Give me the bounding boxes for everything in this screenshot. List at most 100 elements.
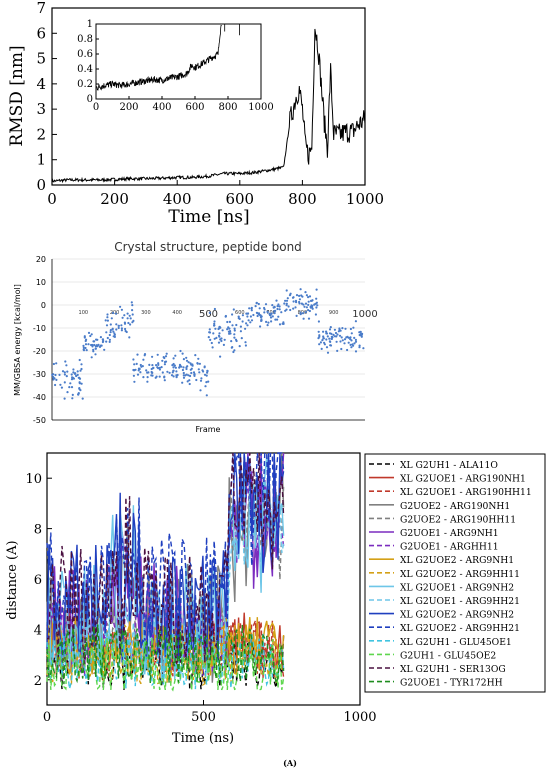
mmgbsa-point	[354, 340, 358, 343]
mmgbsa-point	[273, 312, 276, 315]
mmgbsa-point	[213, 307, 216, 311]
mmgbsa-point	[299, 313, 302, 316]
legend-entry: XL G2UOE1 - ARG9HH21	[400, 596, 520, 607]
rmsd-y-tick-label: 5	[36, 50, 46, 68]
mmgbsa-x-tick-label: 600	[235, 310, 245, 316]
mmgbsa-point	[136, 353, 139, 356]
mmgbsa-point	[161, 359, 164, 362]
mmgbsa-point	[332, 333, 335, 336]
rmsd-x-tick-label: 800	[288, 190, 317, 208]
legend-entry: G2UOE1 - ARG9NH1	[400, 528, 499, 539]
mmgbsa-point	[207, 336, 210, 339]
mmgbsa-point	[163, 379, 166, 382]
mmgbsa-point	[83, 335, 86, 338]
mmgbsa-point	[294, 306, 297, 309]
mmgbsa-point	[79, 369, 82, 372]
mmgbsa-point	[113, 333, 116, 336]
mmgbsa-point	[241, 320, 244, 323]
rmsd-x-tick-label: 400	[163, 190, 192, 208]
mmgbsa-point	[126, 317, 129, 320]
distance-series-line	[46, 637, 285, 692]
mmgbsa-point	[63, 397, 66, 400]
mmgbsa-x-tick-label: 100	[79, 310, 89, 316]
mmgbsa-point	[199, 379, 203, 382]
inset-frame	[95, 23, 262, 100]
mmgbsa-point	[80, 363, 83, 366]
mmgbsa-point	[65, 375, 68, 378]
mmgbsa-point	[252, 313, 255, 317]
mmgbsa-point	[288, 294, 292, 297]
mmgbsa-point	[181, 352, 184, 355]
mmgbsa-point	[185, 356, 188, 359]
inset-x-tick-label: 1000	[248, 102, 273, 113]
mmgbsa-point	[325, 346, 329, 349]
mmgbsa-point	[151, 364, 154, 367]
mmgbsa-point	[247, 312, 250, 315]
mmgbsa-point	[158, 375, 161, 378]
mmgbsa-point	[213, 337, 216, 340]
mmgbsa-point	[250, 307, 253, 310]
distance-series-line	[46, 630, 285, 690]
mmgbsa-point	[311, 304, 314, 307]
mmgbsa-point	[82, 348, 85, 351]
mmgbsa-point	[162, 356, 165, 359]
mmgbsa-point	[75, 374, 78, 378]
mmgbsa-point	[157, 363, 160, 366]
mmgbsa-point	[231, 324, 234, 327]
mmgbsa-point	[128, 314, 131, 317]
mmgbsa-point	[240, 337, 243, 340]
rmsd-y-axis-label: RMSD [nm]	[7, 45, 27, 146]
mmgbsa-point	[203, 365, 206, 368]
mmgbsa-point	[264, 303, 268, 306]
mmgbsa-point	[172, 366, 175, 369]
mmgbsa-point	[71, 397, 74, 400]
mmgbsa-point	[292, 300, 295, 303]
mmgbsa-point	[200, 377, 203, 380]
mmgbsa-point	[228, 327, 231, 330]
mmgbsa-point	[157, 367, 160, 370]
mmgbsa-point	[182, 371, 185, 375]
mmgbsa-point	[199, 389, 202, 392]
mmgbsa-point	[63, 381, 66, 384]
mmgbsa-point	[123, 322, 127, 325]
mmgbsa-point	[98, 345, 102, 348]
mmgbsa-point	[276, 305, 279, 308]
mmgbsa-point	[258, 307, 261, 310]
mmgbsa-y-tick-label: 0	[41, 301, 46, 310]
inset-y-tick-label: 0.8	[77, 34, 93, 45]
mmgbsa-point	[168, 371, 171, 374]
mmgbsa-point	[277, 315, 280, 318]
legend-entry: G2UOE2 - ARG190HH11	[400, 514, 516, 525]
mmgbsa-point	[80, 382, 83, 385]
mmgbsa-points	[51, 288, 365, 400]
mmgbsa-point	[157, 362, 160, 365]
mmgbsa-point	[259, 325, 262, 328]
mmgbsa-point	[197, 357, 200, 360]
mmgbsa-point	[358, 346, 361, 349]
mmgbsa-point	[235, 339, 238, 343]
mmgbsa-point	[205, 381, 208, 384]
mmgbsa-point	[219, 355, 222, 358]
inset-y-tick-label: 0.6	[77, 49, 93, 60]
mmgbsa-point	[299, 288, 302, 291]
mmgbsa-point	[224, 315, 227, 318]
mmgbsa-point	[326, 335, 329, 338]
mmgbsa-point	[94, 347, 97, 350]
mmgbsa-point	[328, 328, 332, 331]
mmgbsa-point	[63, 373, 66, 376]
mmgbsa-point	[151, 371, 154, 374]
mmgbsa-point	[226, 328, 229, 331]
mmgbsa-point	[155, 364, 158, 367]
mmgbsa-point	[181, 368, 184, 372]
rmsd-y-tick-label: 1	[36, 151, 46, 169]
mmgbsa-point	[170, 374, 174, 377]
mmgbsa-point	[256, 314, 259, 318]
mmgbsa-point	[165, 352, 168, 355]
legend-entry: XL G2UOE2 - ARG9HH11	[400, 569, 520, 580]
mmgbsa-point	[208, 311, 211, 314]
rmsd-y-tick-label: 6	[36, 24, 46, 42]
mmgbsa-point	[81, 397, 84, 400]
mmgbsa-point	[292, 296, 295, 299]
mmgbsa-point	[218, 335, 221, 338]
mmgbsa-point	[316, 304, 319, 307]
